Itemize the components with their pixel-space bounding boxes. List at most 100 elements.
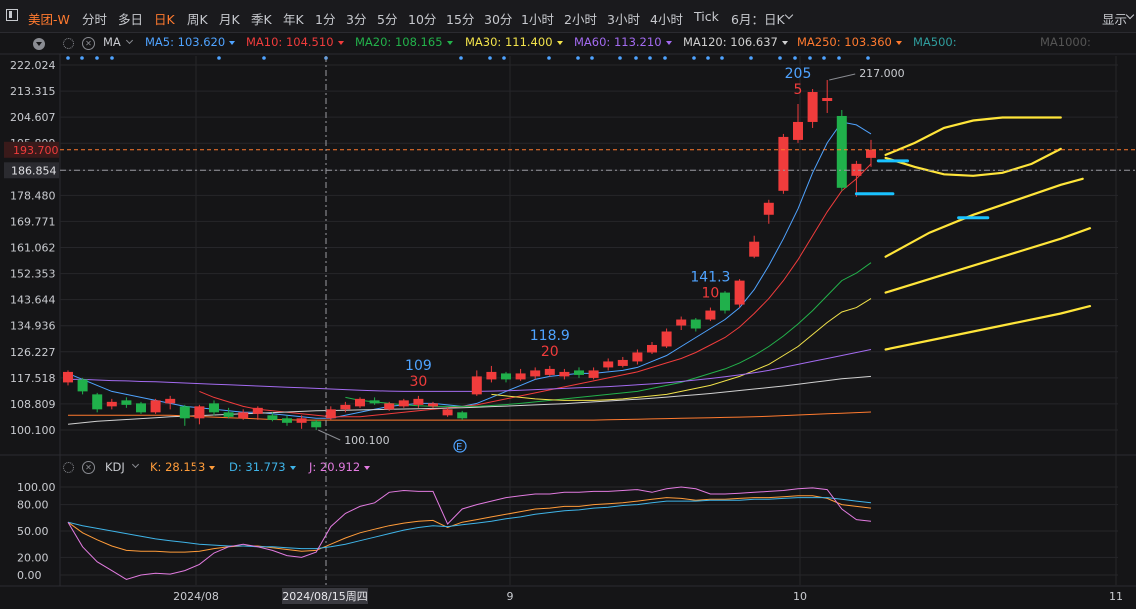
event-dot-marker <box>576 56 580 60</box>
caret-down-icon[interactable] <box>446 40 453 45</box>
period-tab[interactable]: 月K <box>219 12 240 27</box>
price-tick-label: 204.607 <box>10 111 56 124</box>
caret-down-icon[interactable] <box>665 40 672 45</box>
candle-body <box>603 361 614 368</box>
candle-body <box>136 403 146 413</box>
ma-value-item: MA250: 103.360 <box>797 35 902 49</box>
candle-body <box>749 241 760 257</box>
period-tab[interactable]: 3小时 <box>607 12 640 27</box>
ma-line-ma5 <box>67 121 872 419</box>
period-tab[interactable]: 4小时 <box>650 12 683 27</box>
event-dot-marker <box>808 56 812 60</box>
period-tab[interactable]: 10分 <box>408 12 437 27</box>
ma-label: MA250: <box>797 35 841 49</box>
ma-label: MA10: <box>246 35 283 49</box>
period-tab[interactable]: 年K <box>283 12 304 27</box>
event-dot-marker <box>692 56 696 60</box>
candle-body <box>778 136 789 191</box>
kdj-indicator-name[interactable]: KDJ <box>105 460 125 474</box>
close-icon[interactable]: ✕ <box>82 461 95 474</box>
high-annotation: 217.000 <box>859 67 905 80</box>
candle-body <box>661 331 672 347</box>
settings-gear-icon[interactable] <box>63 38 74 49</box>
projection-line-middle <box>884 147 1062 177</box>
display-menu[interactable]: 显示 <box>1102 12 1128 27</box>
period-tab[interactable]: 多日 <box>118 12 144 27</box>
candle-body <box>530 370 541 377</box>
annotation-top: 141.3 <box>690 270 730 286</box>
close-icon[interactable]: ✕ <box>82 37 95 50</box>
crosshair-price-label: 186.854 <box>11 164 57 177</box>
period-tab[interactable]: 季K <box>251 12 272 27</box>
candle-body <box>150 400 161 413</box>
price-tick-label: 126.227 <box>10 346 56 359</box>
ma-line-ma60 <box>68 349 872 392</box>
price-tick-label: 213.315 <box>10 85 56 98</box>
candle-body <box>325 409 336 419</box>
period-tab[interactable]: Tick <box>694 9 719 24</box>
candle-body <box>574 370 584 375</box>
ma-value: 104.510 <box>282 35 334 49</box>
period-tab[interactable]: 30分 <box>484 12 513 27</box>
caret-down-icon[interactable] <box>229 40 236 45</box>
event-dot-marker <box>749 56 753 60</box>
event-dot-marker <box>217 56 221 60</box>
ma-value: 113.210 <box>610 35 662 49</box>
ma-value-item: MA60: 113.210 <box>574 35 672 49</box>
event-dot-marker <box>634 56 638 60</box>
period-tab[interactable]: 3分 <box>346 12 367 27</box>
ma-value-item: MA500: <box>913 35 957 49</box>
candle-body <box>267 415 278 420</box>
ma-label: MA30: <box>465 35 502 49</box>
collapse-triangle-icon[interactable] <box>33 38 45 50</box>
ma-label: MA1000: <box>1040 35 1091 49</box>
panel-toggle-icon[interactable] <box>6 9 18 21</box>
projection-line-band2 <box>884 227 1092 294</box>
event-dot-marker <box>262 56 266 60</box>
candle-body <box>544 368 555 375</box>
candle-body <box>734 280 745 305</box>
ma-label: MA120: <box>683 35 727 49</box>
annotation-top: 118.9 <box>530 328 570 344</box>
candle-body <box>340 404 351 410</box>
caret-down-icon[interactable] <box>895 40 902 45</box>
period-selector[interactable]: 6月：日K <box>731 12 785 27</box>
candle-body <box>223 412 234 417</box>
period-tab[interactable]: 15分 <box>446 12 475 27</box>
candle-body <box>77 379 88 392</box>
caret-down-icon[interactable] <box>781 40 788 45</box>
period-tab[interactable]: 1小时 <box>521 12 554 27</box>
price-tick-label: 134.936 <box>10 320 56 333</box>
period-tab[interactable]: 日K <box>154 12 175 27</box>
caret-down-icon[interactable] <box>556 40 563 45</box>
period-tab[interactable]: 周K <box>187 12 208 27</box>
caret-down-icon[interactable] <box>337 40 344 45</box>
period-tab[interactable]: 5分 <box>377 12 398 27</box>
event-dot-marker <box>837 56 841 60</box>
caret-down-icon[interactable] <box>364 465 371 470</box>
annotation-bottom: 30 <box>409 374 427 390</box>
settings-gear-icon[interactable] <box>63 462 74 473</box>
period-tab[interactable]: 2小时 <box>564 12 597 27</box>
candle-body <box>457 412 468 419</box>
ma-value: 103.360 <box>840 35 892 49</box>
price-tick-label: 152.353 <box>10 268 56 281</box>
event-dot-marker <box>590 56 594 60</box>
kdj-tick-label: 50.00 <box>17 525 49 538</box>
event-dot-marker <box>706 56 710 60</box>
candle-body <box>282 418 292 423</box>
caret-down-icon[interactable] <box>289 465 296 470</box>
caret-down-icon[interactable] <box>209 465 216 470</box>
candle-body <box>165 398 176 404</box>
kdj-tick-label: 80.00 <box>17 499 49 512</box>
crosshair-price-tag <box>4 162 59 179</box>
ma-indicator-name[interactable]: MA <box>103 35 121 49</box>
period-tab[interactable]: 分时 <box>82 12 108 27</box>
period-tab[interactable]: 1分 <box>315 12 336 27</box>
annotation-top: 205 <box>785 66 812 82</box>
symbol-name[interactable]: 美团-W <box>28 12 70 27</box>
candle-body <box>822 98 833 101</box>
event-dot-marker <box>66 56 70 60</box>
ma-indicator-bar: ✕ MA MA5: 103.620 MA10: 104.510 MA20: 108.… <box>0 33 1136 53</box>
